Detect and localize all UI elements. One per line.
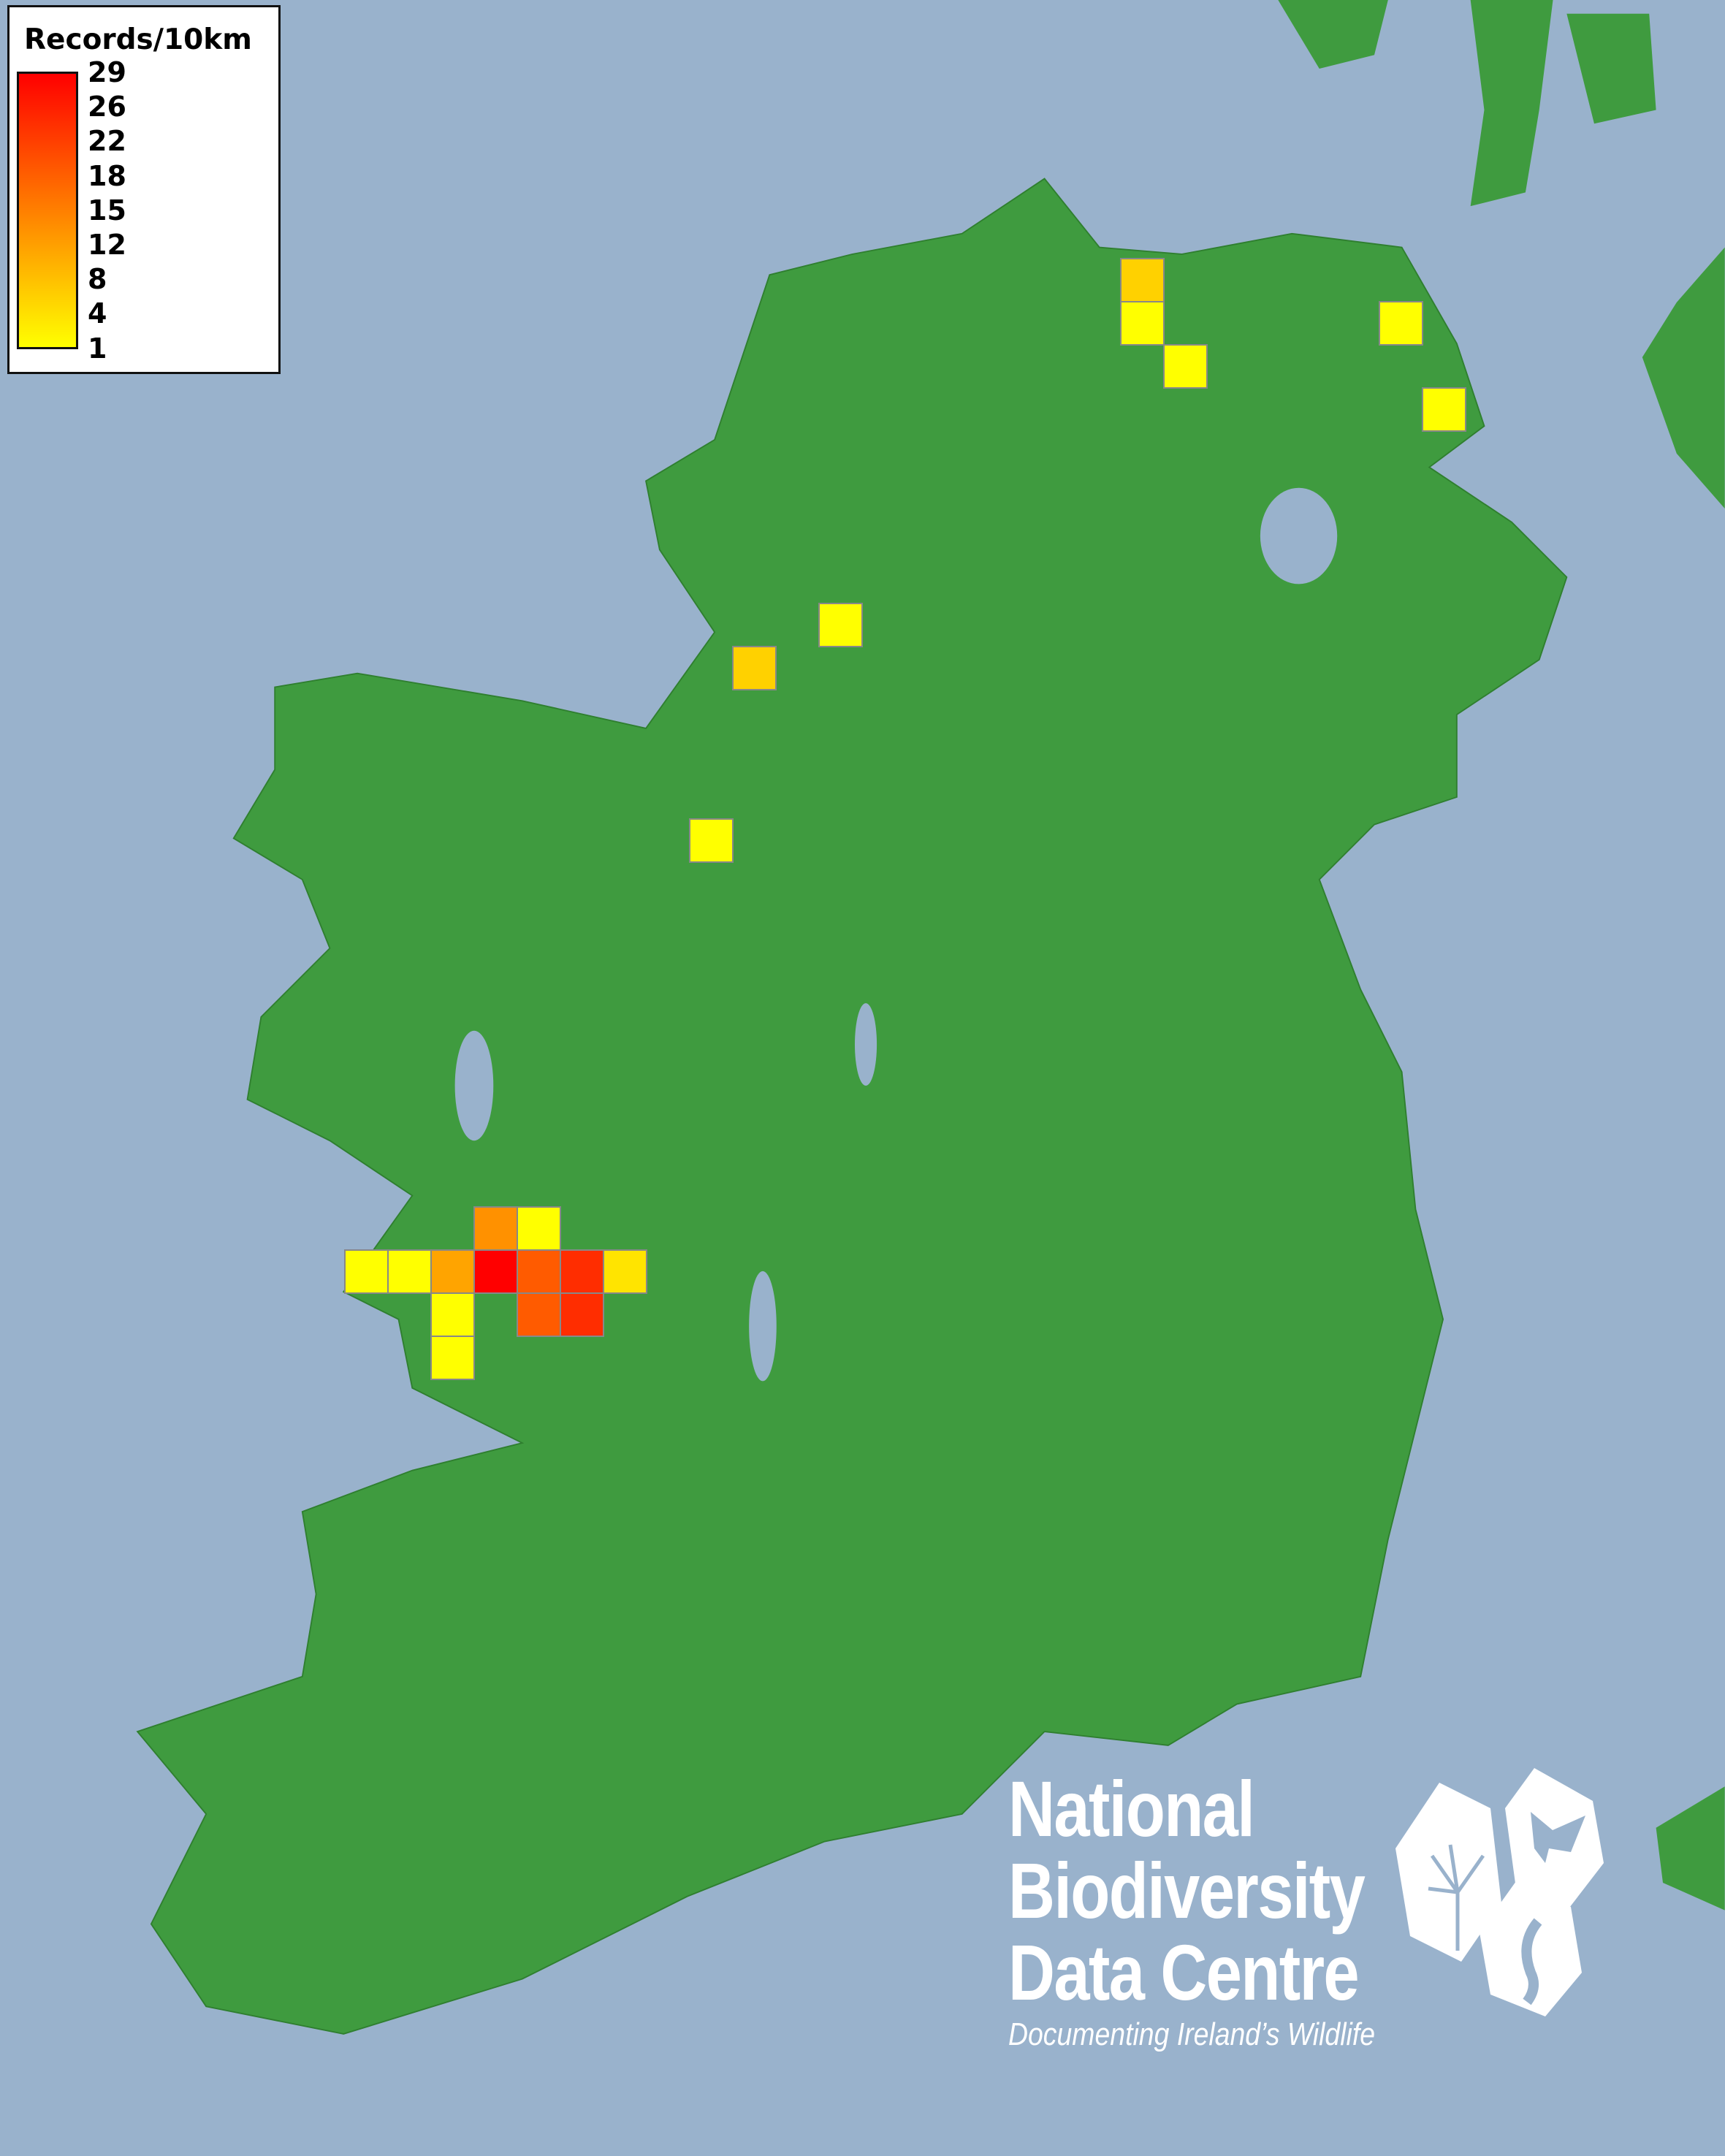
- record-square: [430, 1336, 475, 1380]
- record-square: [473, 1206, 518, 1251]
- logo-line: Data Centre: [1008, 1928, 1360, 2016]
- legend-tick-label: 1: [88, 332, 107, 365]
- record-square: [344, 1249, 389, 1294]
- record-square: [732, 646, 777, 690]
- record-square: [560, 1249, 604, 1294]
- record-square: [473, 1249, 518, 1294]
- legend-tick-label: 12: [88, 229, 126, 261]
- record-square: [517, 1292, 561, 1337]
- record-square: [430, 1292, 475, 1337]
- logo-line: National: [1008, 1764, 1255, 1853]
- logo-mark: [1395, 1768, 1604, 2016]
- logo-tagline: Documenting Ireland’s Wildlife: [1008, 2016, 1376, 2052]
- lough-corrib: [454, 1030, 494, 1141]
- legend-tick-label: 22: [88, 125, 126, 158]
- record-square: [689, 818, 734, 863]
- record-square: [517, 1249, 561, 1294]
- legend-tick-label: 18: [88, 159, 126, 192]
- nbdc-logo: National Biodiversity Data Centre Docume…: [1008, 1768, 1442, 2053]
- record-square: [1163, 344, 1208, 389]
- record-square: [1379, 301, 1423, 346]
- lough-neagh: [1260, 487, 1338, 584]
- legend-tick-label: 26: [88, 91, 126, 123]
- record-squares: [344, 258, 1466, 1380]
- record-square: [430, 1249, 475, 1294]
- record-square: [517, 1206, 561, 1251]
- scotland-south-landmass: [1642, 247, 1725, 508]
- legend-tick-label: 29: [88, 56, 126, 88]
- legend-tick-label: 8: [88, 263, 107, 296]
- record-square: [1422, 387, 1466, 432]
- record-square: [603, 1249, 647, 1294]
- legend-tick-label: 4: [88, 297, 107, 330]
- record-square: [1120, 301, 1165, 346]
- record-square: [1120, 258, 1165, 302]
- lough-derg: [749, 1271, 777, 1382]
- islay-landmass: [1566, 13, 1656, 124]
- legend-tick-label: 15: [88, 194, 126, 226]
- logo-line: Biodiversity: [1008, 1846, 1366, 1935]
- ireland-landmass: [136, 178, 1568, 2035]
- record-square: [818, 603, 863, 647]
- legend-color-scale: [17, 72, 78, 349]
- lough-ree: [854, 1003, 877, 1086]
- scotland-landmass: [1278, 0, 1388, 69]
- legend: Records/10km 29 26 22 18 15 12 8 4 1: [7, 5, 281, 374]
- record-square: [560, 1292, 604, 1337]
- plant-icon: [1395, 1783, 1501, 1962]
- kintyre-landmass: [1470, 0, 1553, 207]
- record-square: [387, 1249, 432, 1294]
- legend-title: Records/10km: [24, 23, 252, 56]
